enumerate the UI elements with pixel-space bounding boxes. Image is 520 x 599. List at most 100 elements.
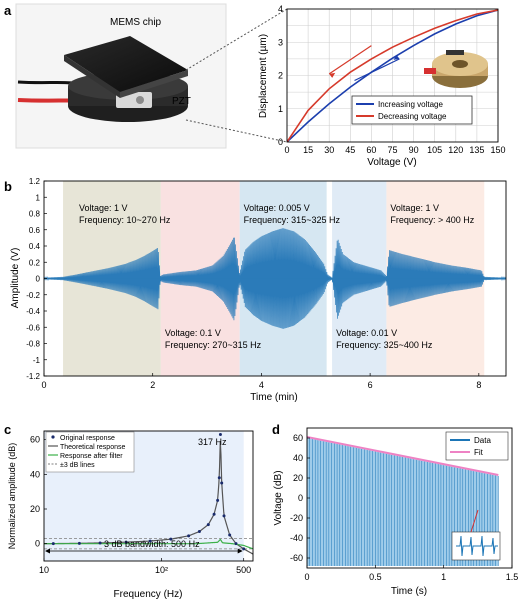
original-response-point bbox=[124, 540, 128, 544]
y-tick-label: -0.2 bbox=[26, 291, 40, 300]
series-increasing-voltage-line bbox=[287, 9, 498, 142]
chart-d-inset bbox=[451, 509, 501, 561]
x-tick-label: 15 bbox=[303, 145, 313, 155]
y-tick-label: 3 bbox=[278, 37, 283, 47]
panel-label-a: a bbox=[4, 3, 12, 18]
original-response-point bbox=[222, 514, 226, 518]
y-tick-label: -0.6 bbox=[26, 323, 40, 332]
arrow-increasing bbox=[354, 58, 400, 82]
bandwidth-arrowhead-right bbox=[237, 548, 243, 554]
y-tick-label: 1 bbox=[36, 193, 41, 202]
legend-response-after-filter: Response after filter bbox=[60, 453, 123, 460]
y-tick-label: 40 bbox=[30, 469, 40, 479]
y-tick-label: 1 bbox=[278, 104, 283, 114]
x-tick-label: 120 bbox=[448, 145, 463, 155]
arrowhead-increasing bbox=[393, 54, 400, 60]
band-label: Frequency: 10~270 Hz bbox=[79, 215, 171, 225]
original-response-point bbox=[197, 530, 201, 534]
y-tick-label: 0.8 bbox=[29, 210, 41, 219]
x-tick-label: 10 bbox=[39, 565, 49, 575]
chart-d-legend: Data Fit bbox=[445, 431, 509, 461]
band-label: Voltage: 1 V bbox=[390, 203, 439, 213]
band-label: Frequency: 270~315 Hz bbox=[165, 340, 262, 350]
original-response-point bbox=[51, 542, 55, 546]
original-response-point bbox=[212, 512, 216, 516]
y-tick-label: 0 bbox=[278, 137, 283, 147]
band-label: Voltage: 1 V bbox=[79, 203, 128, 213]
chart-d-ylabel: Voltage (dB) bbox=[273, 470, 284, 525]
original-response-point bbox=[242, 547, 246, 551]
legend-data: Data bbox=[474, 436, 491, 445]
x-tick-label: 10² bbox=[155, 565, 168, 575]
legend-3db-lines: ±3 dB lines bbox=[60, 462, 95, 469]
y-tick-label: 60 bbox=[293, 433, 303, 443]
original-response-point bbox=[234, 542, 238, 546]
original-response-point bbox=[187, 534, 191, 538]
original-response-point bbox=[77, 541, 81, 545]
x-tick-label: 4 bbox=[259, 380, 264, 390]
panel-label-b: b bbox=[4, 179, 12, 194]
band-label: Frequency: > 400 Hz bbox=[390, 215, 474, 225]
x-tick-label: 0 bbox=[284, 145, 289, 155]
original-response-point bbox=[169, 537, 173, 541]
chart-d-xlabel: Time (s) bbox=[391, 586, 427, 597]
y-tick-label: 20 bbox=[293, 473, 303, 483]
y-tick-label: -0.4 bbox=[26, 307, 40, 316]
y-tick-label: -1 bbox=[33, 356, 41, 365]
original-response-point bbox=[220, 481, 224, 485]
arrowhead-decreasing bbox=[329, 72, 336, 78]
legend-fit: Fit bbox=[474, 448, 484, 457]
chart-c-xlabel: Frequency (Hz) bbox=[114, 589, 183, 599]
chart-b-ylabel: Amplitude (V) bbox=[10, 248, 21, 309]
band-label: Voltage: 0.1 V bbox=[165, 328, 221, 338]
x-tick-label: 105 bbox=[427, 145, 442, 155]
original-response-point bbox=[206, 523, 210, 527]
y-tick-label: -0.8 bbox=[26, 340, 40, 349]
original-response-point bbox=[148, 539, 152, 543]
axes-frame-a bbox=[286, 8, 499, 143]
arrow-decreasing bbox=[328, 45, 372, 75]
y-tick-label: -60 bbox=[290, 553, 303, 563]
x-tick-label: 60 bbox=[366, 145, 376, 155]
chart-b-xlabel: Time (min) bbox=[250, 392, 297, 403]
axes-frame-d bbox=[306, 427, 513, 569]
bandwidth-arrowhead-left bbox=[45, 548, 50, 554]
x-tick-label: 45 bbox=[345, 145, 355, 155]
x-tick-label: 500 bbox=[236, 565, 251, 575]
chart-c-peak-label: 317 Hz bbox=[198, 437, 227, 447]
band-label: Voltage: 0.005 V bbox=[244, 203, 310, 213]
y-tick-label: 1.2 bbox=[29, 177, 41, 186]
y-tick-label: 0 bbox=[36, 275, 41, 284]
x-tick-label: 135 bbox=[469, 145, 484, 155]
y-tick-label: 0.6 bbox=[29, 226, 41, 235]
x-tick-label: 6 bbox=[368, 380, 373, 390]
y-tick-label: 0.4 bbox=[29, 242, 41, 251]
original-response-point bbox=[217, 476, 221, 480]
panel-label-c: c bbox=[4, 422, 11, 437]
chart-c-ylabel: Normalized amplitude (dB) bbox=[7, 443, 17, 550]
x-tick-label: 2 bbox=[150, 380, 155, 390]
x-tick-label: 0 bbox=[41, 380, 46, 390]
amplitude-signal bbox=[44, 228, 506, 329]
zoom-line-bottom bbox=[185, 119, 288, 143]
original-response-point bbox=[228, 533, 232, 537]
y-tick-label: 40 bbox=[293, 453, 303, 463]
chart-a-xlabel: Voltage (V) bbox=[367, 157, 416, 168]
x-tick-label: 90 bbox=[409, 145, 419, 155]
x-tick-label: 75 bbox=[387, 145, 397, 155]
mems-chip-label: MEMS chip bbox=[110, 17, 162, 28]
x-tick-label: 0.5 bbox=[369, 572, 382, 582]
y-tick-label: 20 bbox=[30, 504, 40, 514]
legend-increasing-voltage: Increasing voltage bbox=[378, 100, 443, 109]
band-label: Frequency: 315~325 Hz bbox=[244, 215, 341, 225]
y-tick-label: -40 bbox=[290, 533, 303, 543]
y-tick-label: -20 bbox=[290, 513, 303, 523]
y-tick-label: 0.2 bbox=[29, 258, 41, 267]
y-tick-label: 0 bbox=[298, 493, 303, 503]
y-tick-label: -1.2 bbox=[26, 372, 40, 381]
legend-original-response: Original response bbox=[60, 435, 115, 442]
original-response-point bbox=[218, 432, 222, 436]
x-tick-label: 1.5 bbox=[506, 572, 519, 582]
x-tick-label: 0 bbox=[304, 572, 309, 582]
